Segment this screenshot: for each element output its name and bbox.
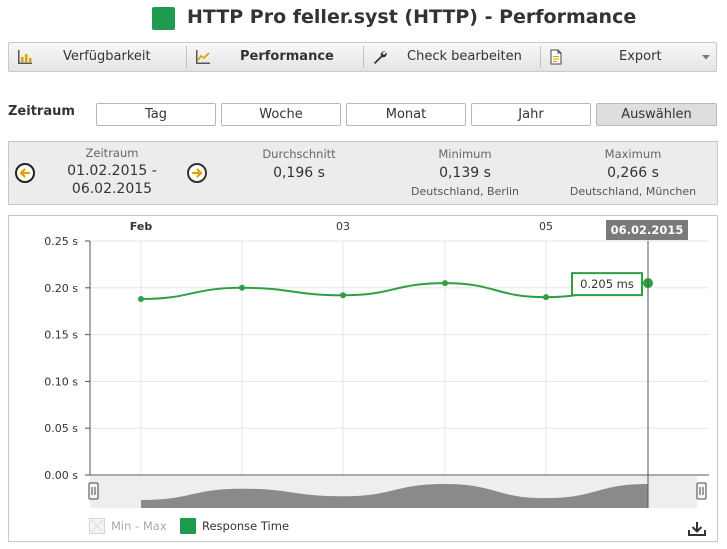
toolbar-label-performance: Performance [240, 49, 334, 64]
data-point[interactable] [543, 294, 549, 301]
crosshair-date-label: 06.02.2015 [606, 220, 688, 240]
y-tick-label: 0.05 s [44, 422, 78, 435]
response-time-line [140, 282, 649, 301]
toolbar: Verfügbarkeit Performance Check bearbeit… [8, 42, 717, 72]
download-icon[interactable] [687, 521, 707, 537]
maximum-label: Maximum [604, 147, 662, 161]
legend-min-max-swatch [89, 518, 105, 534]
wrench-icon [374, 51, 387, 64]
navigator-handle-box [88, 482, 99, 500]
export-document-icon [550, 49, 562, 65]
toolbar-label-export: Export [619, 49, 662, 64]
toolbar-item-export[interactable]: Export [541, 43, 716, 71]
y-tick-label: 0.15 s [44, 329, 78, 342]
range-button-year[interactable]: Jahr [471, 103, 591, 126]
range-button-custom[interactable]: Auswählen [596, 103, 717, 126]
toolbar-separator [186, 46, 187, 68]
legend-min-max-label: Min - Max [111, 519, 167, 533]
toolbar-item-performance[interactable]: Performance [187, 43, 362, 71]
period-end: 06.02.2015 [71, 181, 153, 197]
page-title: HTTP Pro feller.syst (HTTP) - Performanc… [187, 6, 637, 28]
navigator-handle-right[interactable] [696, 482, 707, 500]
data-point[interactable] [340, 292, 346, 299]
performance-chart-icon [196, 50, 210, 64]
toolbar-label-availability: Verfügbarkeit [63, 49, 151, 64]
average-value: 0,196 s [273, 165, 325, 181]
range-button-month[interactable]: Monat [346, 103, 466, 126]
toolbar-item-availability[interactable]: Verfügbarkeit [9, 43, 185, 71]
y-tick-label: 0.00 s [44, 469, 78, 482]
summary-panel: Zeitraum 01.02.2015 - 06.02.2015 Durchsc… [8, 141, 718, 205]
range-button-week[interactable]: Woche [221, 103, 341, 126]
toolbar-separator [363, 46, 364, 68]
arrow-left-icon [19, 168, 31, 178]
arrow-right-icon [191, 168, 203, 178]
performance-chart[interactable]: 0.25 s 0.20 s 0.15 s 0.10 s 0.05 s 0.00 s Feb 0… [9, 216, 717, 541]
legend-response-time-swatch [180, 518, 196, 534]
next-period-button[interactable] [187, 163, 207, 183]
data-point[interactable] [239, 284, 245, 291]
toolbar-label-edit-check: Check bearbeiten [407, 49, 522, 64]
date-label-background [606, 220, 688, 240]
navigator-handle-left[interactable] [88, 482, 99, 500]
x-tick-label: Feb [130, 220, 153, 233]
y-tick-label: 0.25 s [44, 235, 78, 248]
range-button-day[interactable]: Tag [96, 103, 216, 126]
minimum-value: 0,139 s [439, 165, 491, 181]
chevron-down-icon [702, 55, 710, 60]
previous-period-button[interactable] [15, 163, 35, 183]
maximum-value: 0,266 s [607, 165, 659, 181]
value-tooltip: 0.205 ms [571, 272, 644, 297]
availability-chart-icon [18, 50, 32, 64]
legend-response-time[interactable]: Response Time [180, 518, 295, 534]
period-label: Zeitraum [85, 146, 139, 160]
x-tick-label: 03 [336, 220, 350, 233]
x-tick-label: 05 [539, 220, 553, 233]
toolbar-item-edit-check[interactable]: Check bearbeiten [364, 43, 539, 71]
data-point[interactable] [442, 280, 448, 287]
status-indicator [152, 7, 175, 30]
average-label: Durchschnitt [262, 147, 336, 161]
y-tick-label: 0.10 s [44, 375, 78, 388]
maximum-location: Deutschland, München [569, 185, 697, 198]
chart-panel: 0.25 s 0.20 s 0.15 s 0.10 s 0.05 s 0.00 s Feb 0… [8, 215, 718, 542]
data-point[interactable] [138, 296, 144, 303]
navigator-handle-box [696, 482, 707, 500]
legend-min-max[interactable]: Min - Max [89, 518, 169, 534]
legend-response-time-label: Response Time [202, 519, 290, 533]
period-start: 01.02.2015 - [67, 163, 157, 179]
range-label: Zeitraum [8, 104, 75, 119]
title-bar: HTTP Pro feller.syst (HTTP) - Performanc… [0, 0, 727, 38]
y-tick-label: 0.20 s [44, 282, 78, 295]
navigator-area [141, 484, 648, 508]
minimum-location: Deutschland, Berlin [411, 185, 519, 198]
date-label-text: 06.02.2015 [611, 223, 684, 237]
minimum-label: Minimum [438, 147, 492, 161]
toolbar-separator [540, 46, 541, 68]
value-tooltip-text: 0.205 ms [580, 277, 634, 291]
